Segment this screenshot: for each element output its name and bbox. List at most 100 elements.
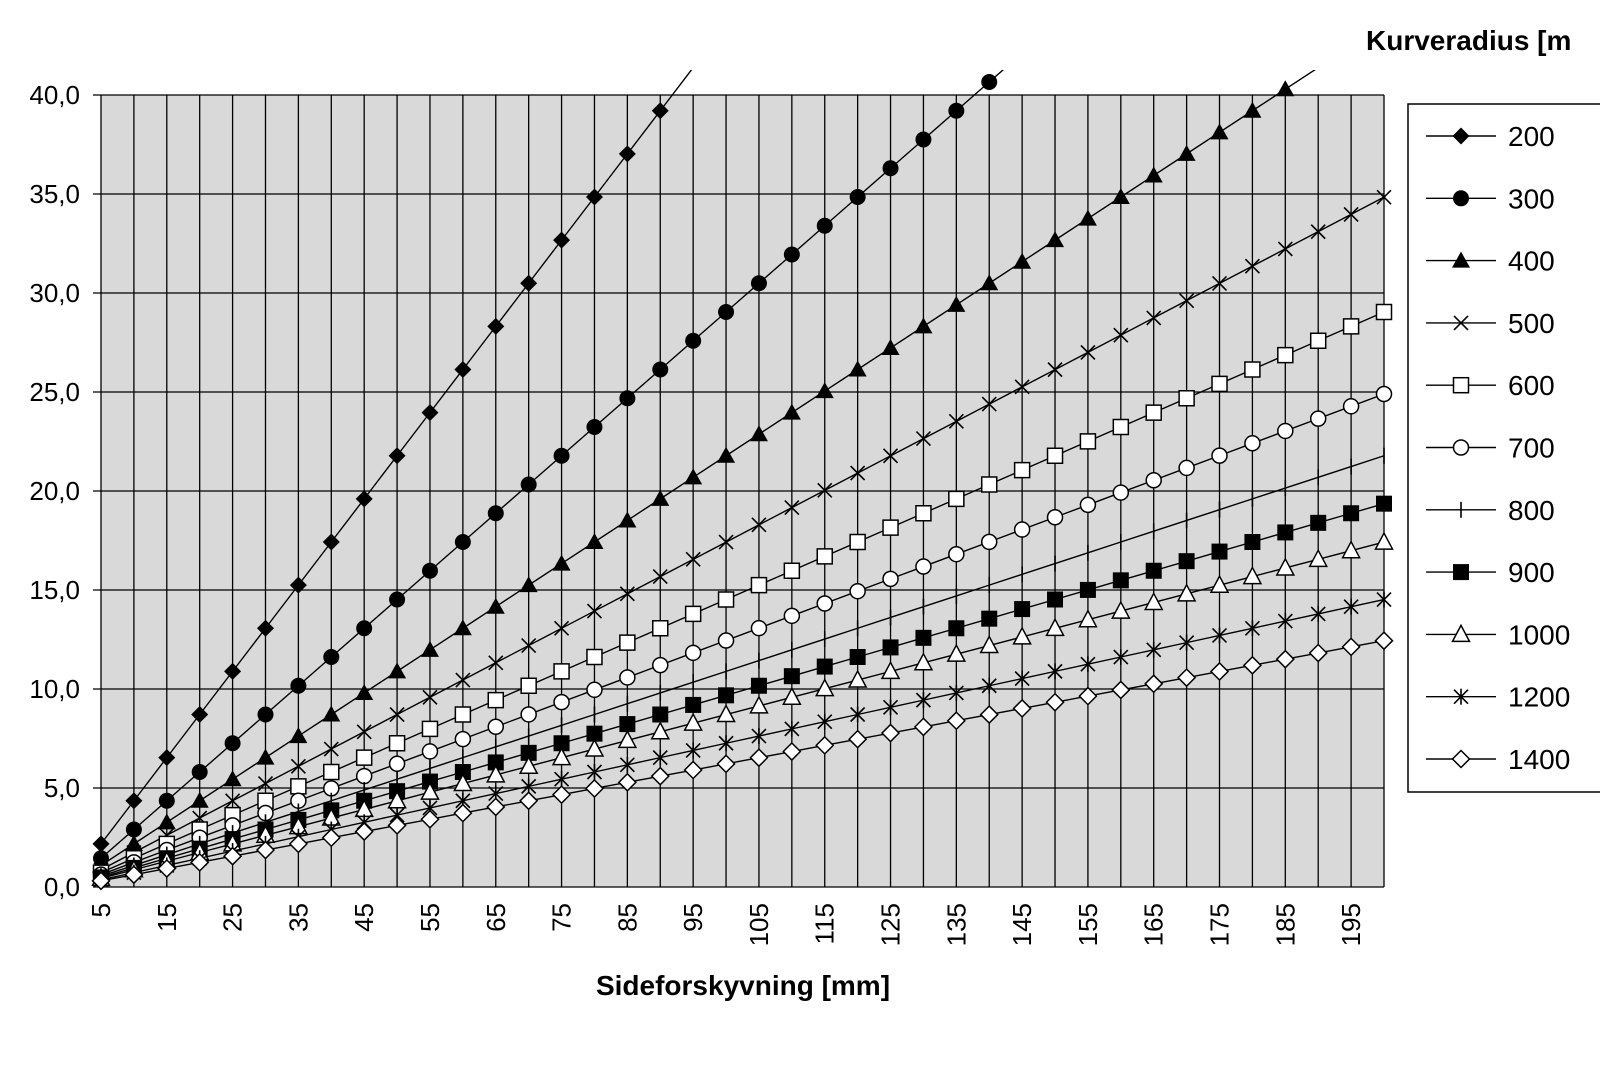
data-point xyxy=(1047,663,1063,680)
series-line xyxy=(100,70,693,845)
data-point xyxy=(782,403,801,420)
data-point xyxy=(421,404,439,422)
legend-label: 400 xyxy=(1508,246,1555,277)
data-point xyxy=(750,576,768,594)
data-point xyxy=(354,822,374,842)
data-point xyxy=(750,619,768,637)
data-point xyxy=(915,692,932,709)
data-point xyxy=(882,699,899,716)
series-700 xyxy=(92,385,1393,883)
data-point xyxy=(289,576,307,594)
x-tick-label: 125 xyxy=(876,903,906,946)
data-point xyxy=(584,738,605,757)
data-point xyxy=(190,791,209,808)
legend-marker xyxy=(1452,439,1470,456)
data-point xyxy=(518,755,539,775)
data-point xyxy=(520,274,538,292)
data-point xyxy=(980,476,998,493)
data-point xyxy=(1277,241,1293,257)
y-tick-label: 20,0 xyxy=(29,476,80,506)
data-point xyxy=(552,785,572,805)
legend-label: 300 xyxy=(1508,183,1555,214)
data-point xyxy=(816,595,833,612)
legend-entry-800: 800 xyxy=(1426,495,1555,526)
data-point xyxy=(849,533,866,551)
legend-entry-1200: 1200 xyxy=(1426,682,1570,713)
data-point xyxy=(619,390,636,407)
x-tick-label: 155 xyxy=(1073,903,1103,946)
data-point xyxy=(684,468,703,485)
data-point xyxy=(455,672,471,688)
data-point xyxy=(685,332,702,349)
data-point xyxy=(290,758,306,774)
data-point xyxy=(520,706,537,723)
data-point xyxy=(948,490,965,508)
data-point xyxy=(1178,390,1195,407)
data-point xyxy=(685,742,701,759)
data-point xyxy=(1179,293,1195,309)
series-line xyxy=(100,639,1385,882)
data-point xyxy=(422,689,438,705)
data-point xyxy=(783,562,801,580)
data-point xyxy=(256,748,275,765)
data-point xyxy=(651,489,670,506)
y-gridlines xyxy=(93,94,1384,888)
data-point xyxy=(1244,435,1261,452)
data-point xyxy=(323,741,339,757)
data-point xyxy=(1145,404,1162,421)
legend-entry-900: 900 xyxy=(1426,557,1555,588)
data-point xyxy=(1243,101,1262,118)
data-point xyxy=(1080,344,1096,360)
data-point xyxy=(652,749,668,766)
data-point xyxy=(652,620,669,637)
x-tick-label: 185 xyxy=(1270,903,1300,946)
x-tick-label: 65 xyxy=(481,903,511,932)
data-point xyxy=(718,304,735,321)
data-point xyxy=(553,231,571,249)
data-point xyxy=(1275,649,1295,669)
data-point xyxy=(948,620,965,637)
legend-marker xyxy=(1451,623,1471,643)
data-point xyxy=(652,361,669,378)
data-point xyxy=(619,634,636,651)
data-point xyxy=(487,718,505,736)
legend-marker xyxy=(1452,127,1470,145)
data-point xyxy=(915,505,932,522)
data-point xyxy=(948,413,964,429)
data-point xyxy=(355,490,373,508)
data-point xyxy=(224,735,241,752)
legend-label: 1200 xyxy=(1508,682,1570,713)
data-point xyxy=(1343,206,1359,222)
data-point xyxy=(157,813,176,830)
x-tick-labels: 5 15 25 35 45 55 65 75 85 95 105 115 125 135 145 155 165… xyxy=(86,903,1366,946)
data-point xyxy=(586,603,603,619)
data-point xyxy=(849,582,866,600)
legend-marker xyxy=(1451,749,1471,769)
data-point xyxy=(1146,310,1162,326)
y-tick-label: 40,0 xyxy=(29,80,80,110)
data-point xyxy=(157,858,177,879)
x-tick-label: 45 xyxy=(349,903,379,932)
data-point xyxy=(1111,680,1131,700)
data-point xyxy=(389,706,405,723)
data-point xyxy=(225,793,241,809)
data-point xyxy=(784,500,800,516)
data-point xyxy=(847,669,868,688)
data-point xyxy=(1014,379,1030,395)
data-point xyxy=(650,766,670,786)
data-point xyxy=(1211,627,1228,644)
legend-label: 1400 xyxy=(1508,744,1570,775)
data-point xyxy=(915,629,932,646)
data-point xyxy=(1310,514,1327,531)
data-point xyxy=(814,678,835,697)
data-point xyxy=(487,691,505,709)
data-point xyxy=(1277,346,1294,364)
data-point xyxy=(1014,670,1030,687)
data-point xyxy=(1242,565,1263,585)
data-point xyxy=(1045,692,1065,712)
data-point xyxy=(1111,188,1130,205)
data-point xyxy=(1177,668,1197,688)
x-tick-label: 5 xyxy=(86,903,116,917)
data-point xyxy=(817,713,833,730)
